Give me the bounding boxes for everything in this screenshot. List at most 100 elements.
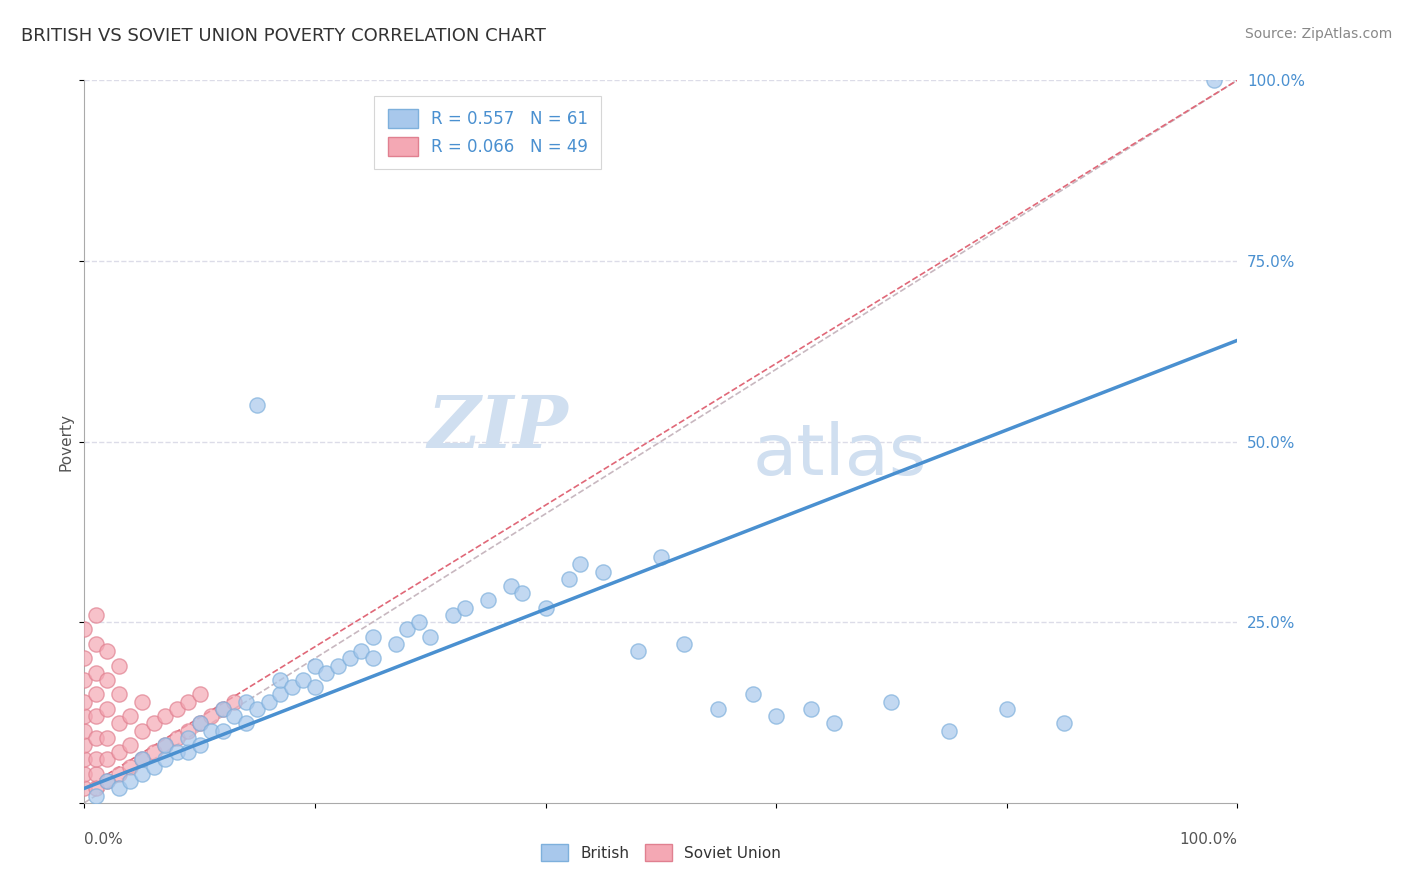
Point (211, 702, 233, 716)
Point (396, 623, 419, 637)
Point (188, 716, 211, 731)
Point (188, 716, 211, 731)
Point (672, 637, 695, 651)
Point (108, 767, 131, 781)
Point (339, 651, 361, 665)
Point (224, 709, 246, 723)
Point (131, 752, 153, 766)
Point (166, 731, 188, 745)
Point (84, 709, 107, 723)
Point (326, 658, 349, 673)
Point (742, 687, 765, 701)
Point (823, 716, 845, 731)
Point (592, 565, 614, 579)
Point (96, 752, 118, 766)
Point (188, 738, 211, 752)
Point (96, 644, 118, 658)
Point (281, 680, 304, 694)
Point (246, 702, 269, 716)
Point (73, 781, 96, 796)
Point (477, 593, 499, 607)
Point (880, 695, 903, 709)
Point (108, 781, 131, 796)
Point (361, 651, 384, 665)
Point (120, 774, 142, 789)
Point (211, 723, 233, 738)
Point (73, 673, 96, 687)
Point (211, 702, 233, 716)
Point (153, 709, 176, 723)
Point (131, 695, 153, 709)
Point (73, 738, 96, 752)
Point (108, 687, 131, 701)
Point (84, 731, 107, 745)
Text: 100.0%: 100.0% (1180, 831, 1237, 847)
Point (177, 695, 200, 709)
Text: BRITISH VS SOVIET UNION POVERTY CORRELATION CHART: BRITISH VS SOVIET UNION POVERTY CORRELAT… (21, 27, 546, 45)
Text: 0.0%: 0.0% (84, 831, 124, 847)
Point (142, 745, 165, 759)
Point (108, 716, 131, 731)
Point (73, 709, 96, 723)
Point (188, 687, 211, 701)
Point (304, 680, 326, 694)
Point (292, 673, 315, 687)
Point (177, 723, 200, 738)
Point (650, 550, 672, 565)
Point (304, 658, 326, 673)
Point (84, 637, 107, 651)
Point (108, 658, 131, 673)
Point (73, 623, 96, 637)
Point (235, 695, 257, 709)
Point (765, 709, 787, 723)
Point (177, 731, 200, 745)
Point (96, 702, 118, 716)
Point (166, 745, 188, 759)
Point (995, 702, 1018, 716)
Point (269, 673, 291, 687)
Point (84, 687, 107, 701)
Text: atlas: atlas (754, 422, 928, 491)
Point (557, 572, 579, 586)
Point (384, 637, 406, 651)
Point (73, 723, 96, 738)
Point (441, 607, 464, 622)
Point (131, 752, 153, 766)
Point (246, 398, 269, 412)
Point (120, 709, 142, 723)
Point (73, 767, 96, 781)
Point (224, 695, 246, 709)
Point (235, 716, 257, 731)
Point (569, 558, 592, 572)
Point (177, 745, 200, 759)
Text: Source: ZipAtlas.com: Source: ZipAtlas.com (1244, 27, 1392, 41)
Point (142, 716, 165, 731)
Point (419, 630, 441, 644)
Y-axis label: Poverty: Poverty (59, 412, 75, 471)
Point (534, 600, 557, 615)
Point (73, 752, 96, 766)
Point (120, 738, 142, 752)
Point (1053, 716, 1076, 731)
Point (408, 615, 430, 630)
Point (73, 651, 96, 665)
Legend: British, Soviet Union: British, Soviet Union (534, 838, 787, 867)
Point (361, 630, 384, 644)
Point (84, 789, 107, 803)
Point (84, 665, 107, 680)
Point (120, 760, 142, 774)
Point (131, 767, 153, 781)
Point (499, 579, 522, 593)
Text: ZIP: ZIP (427, 392, 568, 463)
Point (153, 738, 176, 752)
Point (269, 687, 291, 701)
Point (153, 738, 176, 752)
Point (350, 644, 373, 658)
Point (84, 767, 107, 781)
Point (84, 607, 107, 622)
Point (512, 586, 534, 600)
Point (200, 723, 222, 738)
Point (84, 752, 107, 766)
Point (938, 723, 960, 738)
Point (96, 774, 118, 789)
